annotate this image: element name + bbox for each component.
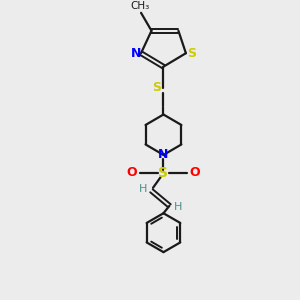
Text: H: H bbox=[174, 202, 182, 212]
Text: H: H bbox=[139, 184, 147, 194]
Text: S: S bbox=[158, 166, 169, 180]
Text: S: S bbox=[187, 47, 196, 60]
Text: CH₃: CH₃ bbox=[131, 1, 150, 11]
Text: N: N bbox=[158, 148, 169, 161]
Text: O: O bbox=[190, 167, 200, 179]
Text: S: S bbox=[152, 81, 161, 94]
Text: N: N bbox=[130, 47, 141, 60]
Text: O: O bbox=[127, 167, 137, 179]
